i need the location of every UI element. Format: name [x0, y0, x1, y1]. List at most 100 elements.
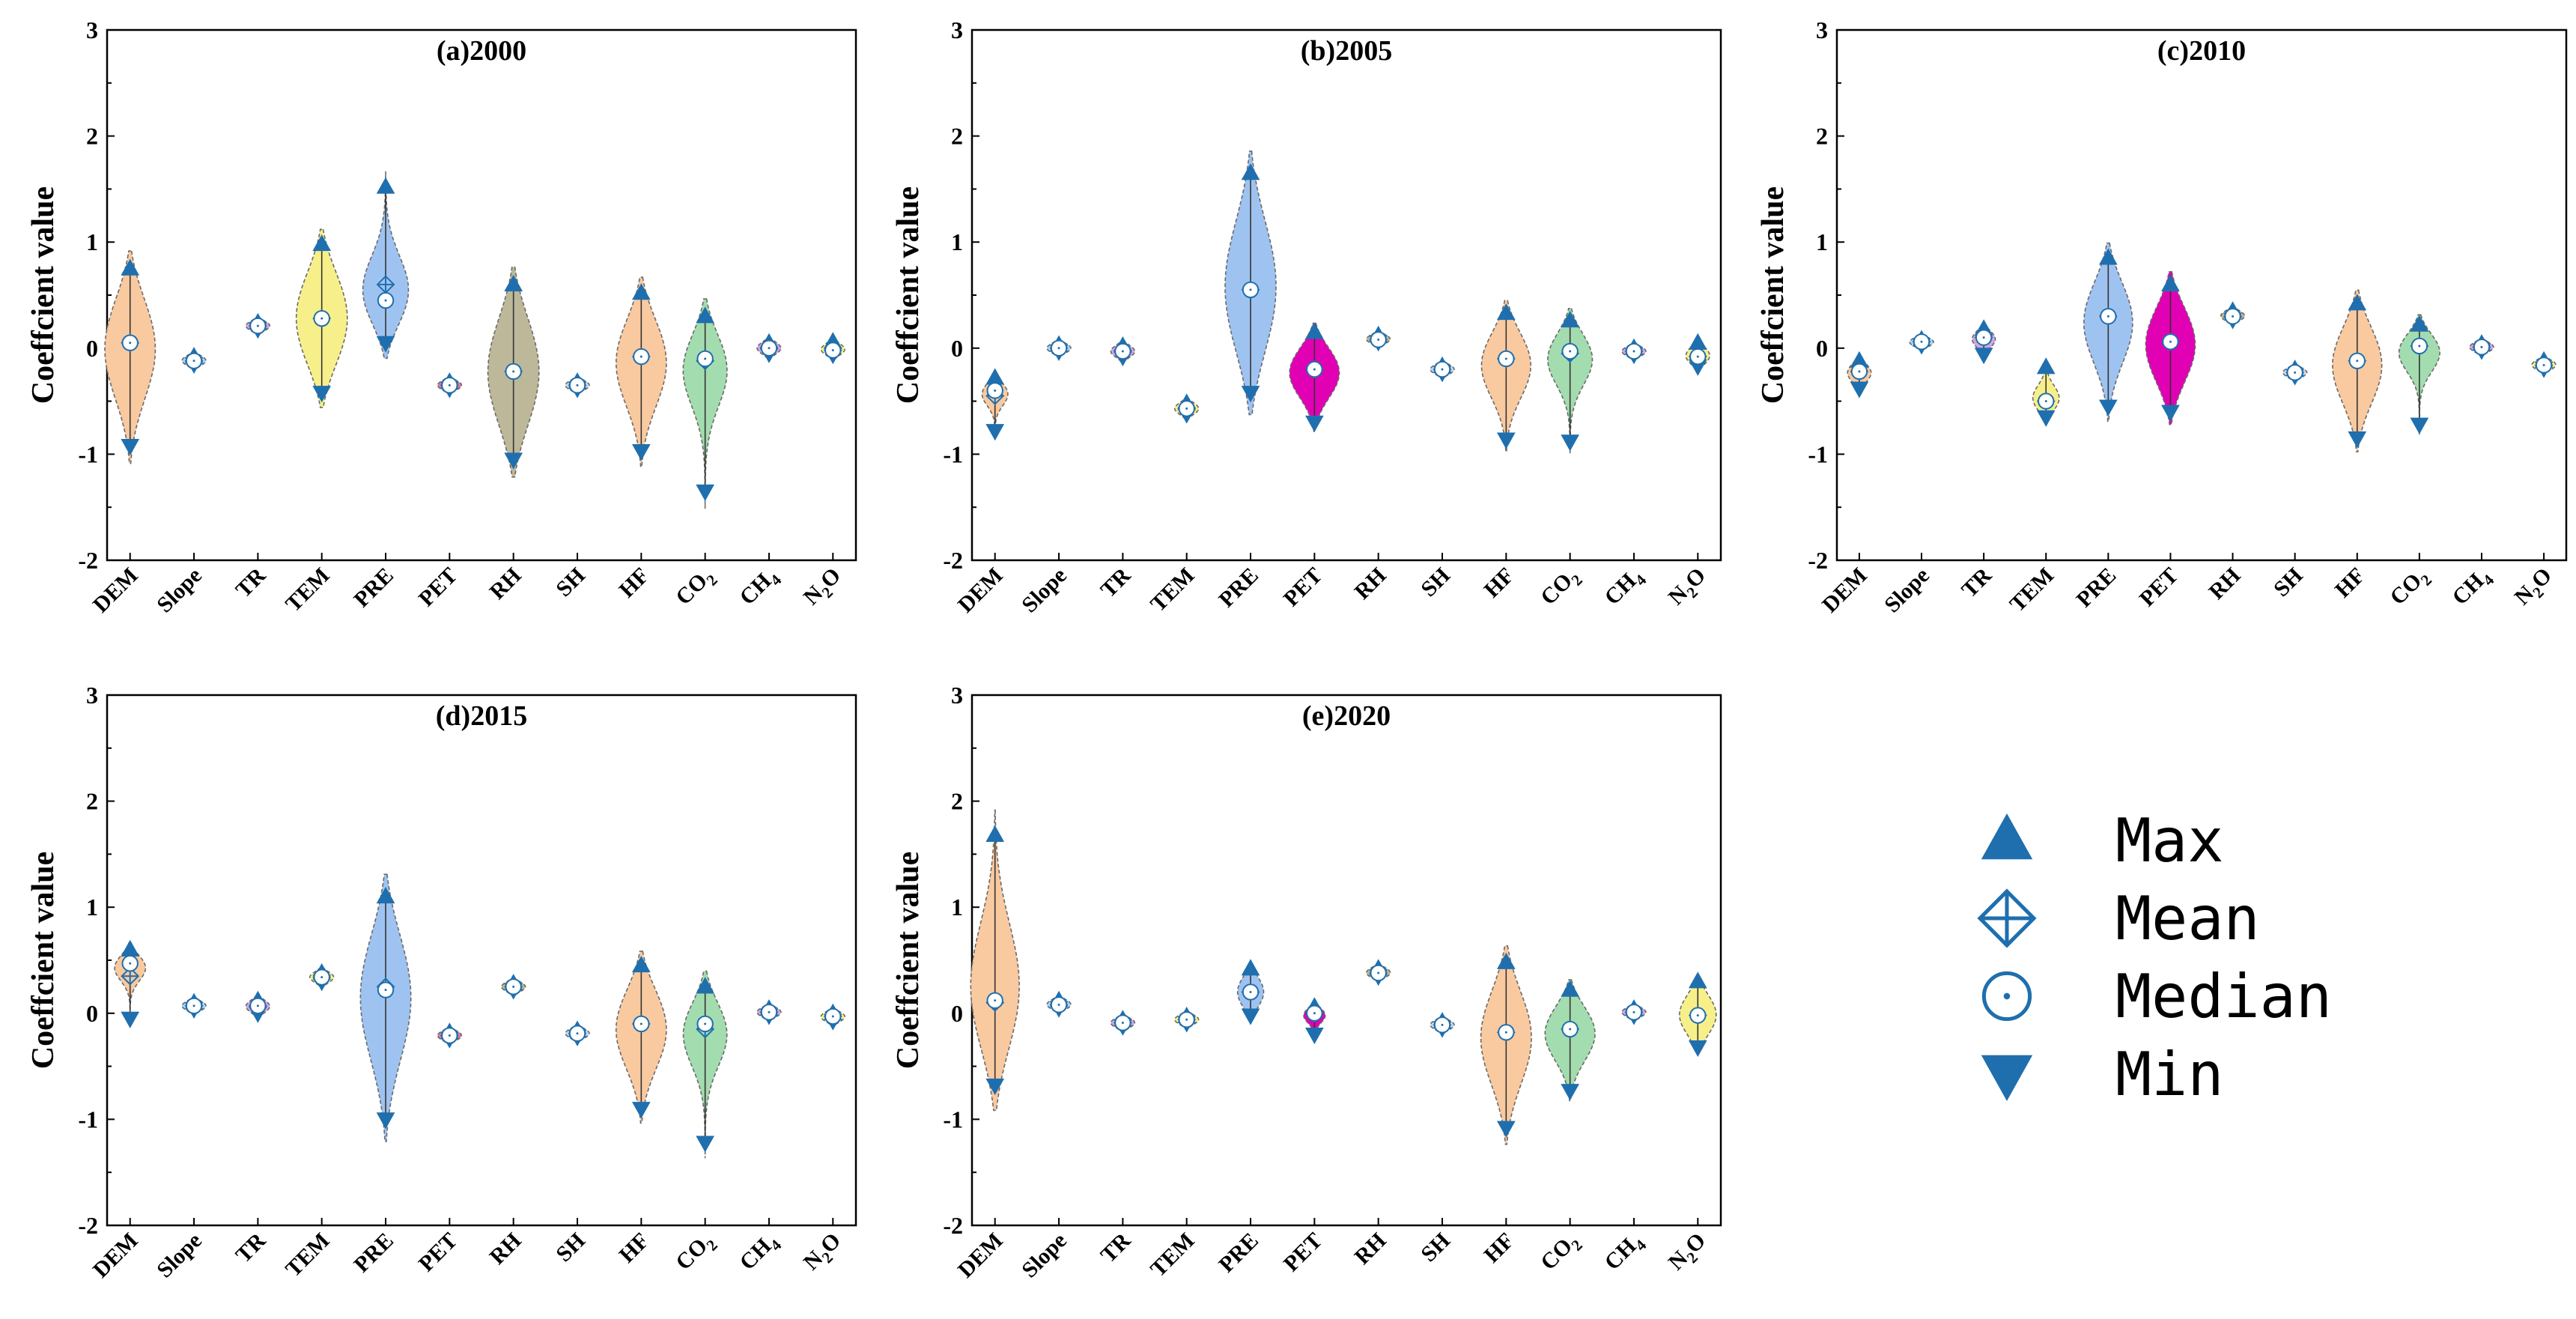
- median-marker: [2348, 352, 2366, 369]
- max-marker: [1561, 310, 1579, 328]
- violin-PRE: [359, 873, 412, 1142]
- violin-PET: [437, 1022, 463, 1049]
- median-marker: [568, 377, 586, 394]
- min-marker: [1241, 386, 1260, 403]
- median-marker: [1306, 360, 1323, 378]
- y-axis-title: Coeffcient value: [26, 187, 61, 404]
- min-marker: [2036, 410, 2056, 427]
- x-tick-label: RH: [1349, 563, 1391, 604]
- legend-label: Min: [2115, 1040, 2224, 1109]
- plot-frame: [1835, 28, 2568, 562]
- legend-entry-mean: Mean: [1977, 884, 2260, 953]
- median-marker: [1561, 1020, 1579, 1038]
- max-marker: [1496, 952, 1516, 969]
- panel-title: (d)2015: [436, 700, 527, 732]
- median-marker: [1114, 342, 1131, 360]
- violin-TR: [1110, 336, 1136, 367]
- legend-marker: [1981, 1055, 2033, 1101]
- x-tick-label: N2O: [1664, 563, 1714, 613]
- max-marker: [1496, 303, 1516, 321]
- median-marker: [696, 1015, 714, 1033]
- min-marker: [2410, 417, 2429, 434]
- x-tick-label: HF: [2330, 563, 2370, 603]
- min-marker: [696, 484, 714, 501]
- max-marker: [121, 939, 140, 956]
- median-marker: [1433, 1016, 1451, 1034]
- legend: Max Mean Median Min: [1977, 806, 2332, 1109]
- median-marker: [1625, 1004, 1643, 1021]
- min-marker: [1304, 415, 1324, 432]
- max-marker: [376, 887, 395, 904]
- y-tick-label: 0: [86, 1000, 98, 1027]
- max-marker: [312, 234, 332, 252]
- max-marker: [376, 177, 395, 194]
- violin-CH: [1621, 338, 1647, 365]
- violin-CO: [1544, 979, 1596, 1102]
- min-marker: [504, 452, 523, 470]
- violin-PRE: [1224, 151, 1277, 416]
- violin-DEM: [970, 809, 1020, 1112]
- violin-CO: [682, 970, 728, 1159]
- median-marker: [121, 334, 139, 351]
- legend-marker: [1981, 971, 2032, 1022]
- min-marker: [631, 444, 651, 461]
- y-tick-label: 1: [86, 894, 98, 921]
- plot-frame: [106, 694, 857, 1227]
- violin-TEM: [1173, 1007, 1200, 1033]
- x-tick-label: CH4: [735, 563, 785, 613]
- x-tick-label: CH4: [1600, 1228, 1650, 1278]
- legend-label: Max: [2115, 806, 2224, 876]
- violin-PRE: [362, 171, 410, 360]
- violin-PET: [1303, 997, 1326, 1045]
- median-marker: [1114, 1014, 1131, 1031]
- y-axis-title: Coeffcient value: [1756, 187, 1790, 404]
- min-marker: [2098, 399, 2118, 416]
- median-marker: [377, 291, 395, 309]
- x-tick-label: PET: [414, 563, 463, 612]
- plot-frame: [970, 694, 1722, 1227]
- max-marker: [121, 258, 140, 276]
- y-tick-label: 0: [951, 335, 963, 362]
- x-tick-label: PRE: [1214, 1228, 1263, 1278]
- violin-Slope: [1046, 335, 1072, 362]
- x-tick-label: Slope: [1017, 563, 1072, 618]
- max-marker: [2036, 357, 2056, 375]
- x-tick-label: Slope: [1017, 1228, 1072, 1283]
- max-marker: [2098, 248, 2118, 265]
- violin-CH: [2469, 334, 2494, 360]
- violin-TR: [1110, 1010, 1136, 1036]
- median-marker: [1370, 331, 1387, 348]
- x-tick-label: Slope: [152, 563, 207, 618]
- violin-PET: [2145, 271, 2196, 425]
- median-marker: [633, 1015, 650, 1033]
- median-marker: [505, 978, 522, 995]
- y-tick-label: -2: [943, 1212, 963, 1239]
- panel-title: (a)2000: [437, 35, 526, 67]
- x-tick-label: RH: [484, 1228, 526, 1270]
- median-marker: [2162, 333, 2179, 351]
- violin-HF: [2331, 289, 2383, 452]
- x-tick-label: TEM: [281, 563, 335, 617]
- min-marker: [1241, 1008, 1260, 1025]
- violin-Slope: [1909, 330, 1934, 355]
- median-marker: [2038, 392, 2055, 410]
- violin-Slope: [1046, 990, 1072, 1018]
- violin-DEM: [114, 939, 147, 1028]
- violin-HF: [615, 950, 667, 1124]
- x-tick-label: CO2: [1536, 563, 1586, 613]
- violin-PET: [437, 372, 463, 398]
- violin-TEM: [295, 228, 348, 408]
- x-tick-label: SH: [1416, 1228, 1455, 1267]
- violin-CH: [756, 333, 782, 363]
- median-marker: [1050, 339, 1068, 357]
- x-tick-label: TR: [231, 1228, 271, 1267]
- x-tick-label: N2O: [799, 563, 849, 613]
- min-marker: [121, 1011, 140, 1028]
- max-marker: [696, 977, 714, 994]
- violin-TR: [245, 312, 271, 339]
- y-tick-label: 0: [951, 1000, 963, 1027]
- violin-PRE: [1236, 959, 1265, 1025]
- y-tick-label: 1: [951, 228, 963, 255]
- x-tick-label: PRE: [2072, 563, 2121, 613]
